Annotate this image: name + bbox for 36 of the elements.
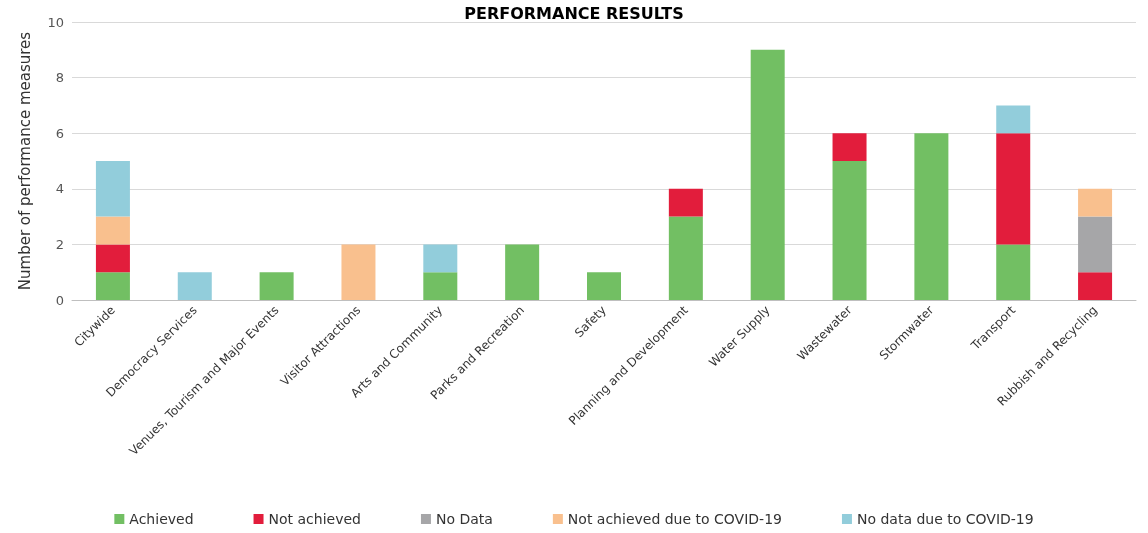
bar	[1078, 272, 1113, 300]
y-tick-label: 10	[47, 14, 64, 30]
bar	[95, 216, 130, 245]
bar	[996, 105, 1031, 134]
chart-title: PERFORMANCE RESULTS	[464, 3, 684, 23]
bar	[668, 188, 703, 217]
bar	[587, 272, 621, 300]
bar	[996, 244, 1031, 300]
y-tick-label: 2	[55, 236, 64, 252]
bar	[996, 133, 1031, 245]
bar	[95, 161, 130, 217]
bar	[750, 49, 785, 300]
bar	[259, 272, 294, 300]
y-tick-label: 0	[55, 292, 64, 308]
bar	[832, 161, 867, 300]
bar	[177, 272, 212, 300]
bar	[668, 216, 703, 300]
bar	[505, 244, 540, 300]
bar	[1078, 216, 1113, 273]
y-tick-label: 4	[55, 181, 64, 197]
bar	[1078, 188, 1113, 217]
bar	[95, 272, 130, 300]
bar	[423, 272, 458, 300]
bar	[832, 133, 867, 161]
bar	[341, 244, 376, 300]
y-tick-label: 8	[55, 70, 64, 86]
legend-label: No data due to COVID-19	[856, 511, 1034, 527]
bar	[95, 244, 130, 273]
bar	[914, 133, 949, 300]
y-tick-label: 6	[55, 125, 64, 141]
legend-label: No Data	[435, 511, 493, 527]
legend-label: Not achieved due to COVID-19	[567, 511, 782, 527]
bar	[423, 244, 458, 273]
legend-label: Achieved	[129, 511, 194, 527]
y-axis-title: Number of performance measures	[15, 31, 34, 291]
legend-label: Not achieved	[268, 511, 361, 527]
